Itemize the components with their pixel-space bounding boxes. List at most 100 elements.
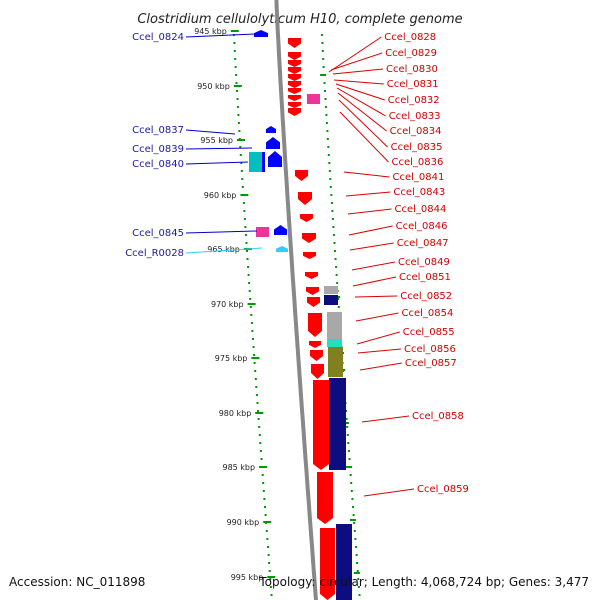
gc-dot [265, 530, 268, 532]
forward-gene [288, 81, 301, 88]
forward-gene [288, 95, 301, 101]
leader-line [359, 362, 402, 371]
gc-dot [324, 90, 326, 92]
gc-dot [241, 186, 244, 188]
gene-label: Ccel_0847 [397, 238, 449, 249]
scale-tick [237, 139, 245, 141]
gc-dot [236, 106, 239, 108]
leader-line [361, 415, 410, 423]
leader-line [336, 87, 386, 117]
cog-block [329, 378, 346, 470]
gc-dot [329, 186, 332, 188]
topology-label: Topology: circular; Length: 4,068,724 bp… [258, 575, 589, 589]
gc-dot [337, 298, 340, 300]
gc-dot [240, 170, 243, 172]
gene-label: Ccel_0854 [402, 308, 454, 319]
gene-label: Ccel_0843 [393, 187, 445, 198]
forward-gene [288, 88, 301, 94]
reverse-gene [262, 152, 265, 172]
leader-line [185, 247, 263, 254]
leader-line [355, 312, 399, 322]
leader-line [335, 83, 385, 101]
forward-gene [288, 74, 301, 81]
forward-gene [310, 350, 323, 361]
gc-dot [233, 50, 236, 52]
leader-line [185, 147, 253, 150]
gc-dot [353, 530, 356, 532]
leader-line [363, 488, 415, 497]
gc-dot [352, 506, 354, 508]
cog-block [324, 286, 338, 294]
gc-dot [323, 82, 326, 84]
gc-dot [239, 154, 242, 156]
gc-dot [346, 434, 349, 436]
forward-gene [306, 287, 319, 295]
gene-label: Ccel_0836 [392, 157, 444, 168]
gc-dot [267, 546, 269, 548]
cog-block [327, 339, 342, 347]
gene-label: Ccel_0858 [412, 411, 464, 422]
gc-dot [325, 114, 328, 116]
forward-gene [288, 60, 301, 67]
scale-label: 985 kbp [222, 463, 255, 472]
gc-dot [330, 202, 333, 204]
gc-dot [247, 274, 250, 276]
forward-gene [288, 102, 301, 108]
leader-line [343, 171, 390, 178]
scale-label: 980 kbp [219, 409, 252, 418]
gc-dot [257, 410, 259, 412]
misc-feature [307, 94, 320, 104]
reverse-gene [266, 137, 280, 149]
leader-line [354, 295, 398, 298]
gc-dot [245, 242, 248, 244]
gc-dot [268, 562, 271, 564]
gc-dash [350, 519, 356, 521]
gc-dot [322, 66, 325, 68]
gc-dot [324, 106, 327, 108]
gc-dot [270, 594, 273, 596]
gc-dot [352, 514, 355, 516]
scale-tick [233, 85, 242, 87]
gc-dot [337, 306, 340, 308]
leader-line [345, 191, 391, 197]
gc-dot [346, 426, 349, 428]
forward-gene [295, 170, 308, 181]
gc-dot [347, 450, 350, 452]
gc-dot [356, 570, 359, 572]
gc-dot [254, 370, 257, 372]
gc-dot [234, 66, 237, 68]
gc-dot [248, 282, 251, 284]
scale-tick [247, 303, 256, 305]
gene-label: Ccel_0828 [384, 32, 436, 43]
gc-dot [354, 538, 357, 540]
scale-label: 995 kbp [231, 573, 264, 582]
gc-dot [327, 154, 330, 156]
gene-label: Ccel_0835 [391, 142, 443, 153]
gc-dot [234, 58, 237, 60]
leader-line [185, 161, 249, 165]
forward-gene [288, 67, 301, 74]
gene-label: Ccel_0831 [387, 79, 439, 90]
leader-line [339, 111, 389, 163]
gc-dot [260, 458, 263, 460]
misc-feature [256, 227, 269, 237]
gene-label: Ccel_0857 [405, 358, 457, 369]
gc-dot [325, 122, 328, 124]
gc-dot [355, 546, 357, 548]
gc-dot [328, 170, 331, 172]
gc-dot [329, 178, 332, 180]
gc-dot [233, 42, 236, 44]
forward-gene [317, 472, 333, 524]
gc-dot [242, 202, 245, 204]
leader-line [333, 79, 384, 85]
gc-dot [259, 450, 262, 452]
leader-line [185, 129, 236, 135]
forward-gene [303, 252, 316, 259]
gc-dot [324, 98, 327, 100]
gc-dot [243, 218, 246, 220]
gene-label: Ccel_0845 [132, 228, 184, 239]
accession-label: Accession: NC_011898 [9, 575, 145, 589]
forward-gene [309, 341, 321, 348]
gc-dot [247, 266, 250, 268]
scale-label: 960 kbp [204, 191, 237, 200]
